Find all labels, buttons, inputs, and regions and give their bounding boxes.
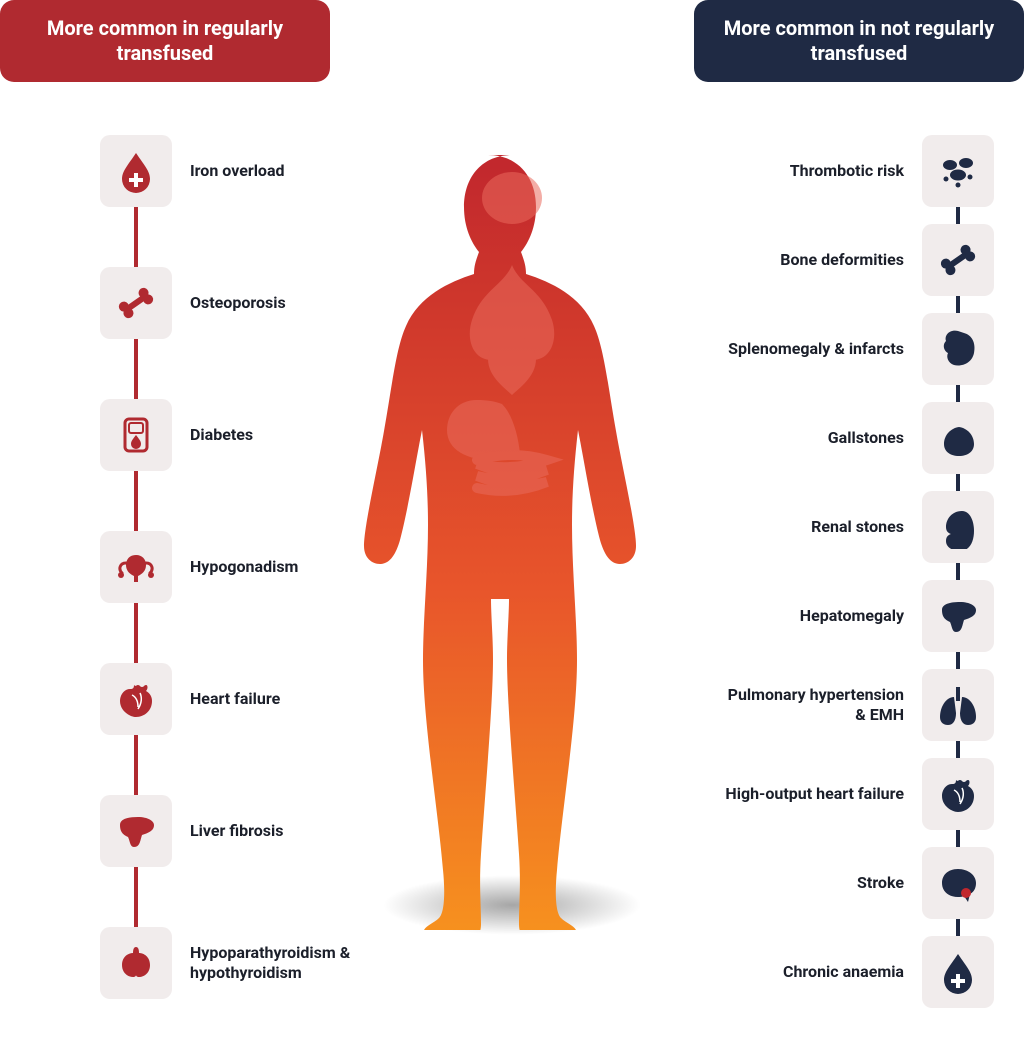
- list-item: Hypogonadism: [100, 531, 420, 603]
- list-item: High-output heart failure: [674, 758, 994, 830]
- item-label: Splenomegaly & infarcts: [728, 339, 904, 359]
- blood-drop-plus-icon: [100, 135, 172, 207]
- list-item: Diabetes: [100, 399, 420, 471]
- brain-clot-icon: [922, 847, 994, 919]
- blood-drop-plus-icon: [922, 936, 994, 1008]
- bone-icon: [922, 224, 994, 296]
- list-item: Heart failure: [100, 663, 420, 735]
- list-item: Hypoparathyroidism & hypothyroidism: [100, 927, 420, 999]
- heart-anatomy-icon: [922, 758, 994, 830]
- list-item: Liver fibrosis: [100, 795, 420, 867]
- item-label: Pulmonary hypertension & EMH: [724, 685, 904, 725]
- list-item: Bone deformities: [674, 224, 994, 296]
- left-column: Iron overload Osteoporosis Diabetes Hypogon…: [100, 135, 420, 999]
- list-item: Stroke: [674, 847, 994, 919]
- list-item: Pulmonary hypertension & EMH: [674, 669, 994, 741]
- item-label: High-output heart failure: [725, 784, 904, 804]
- item-label: Hypogonadism: [190, 557, 298, 577]
- list-item: Hepatomegaly: [674, 580, 994, 652]
- liver-icon: [922, 580, 994, 652]
- item-label: Heart failure: [190, 689, 280, 709]
- bone-icon: [100, 267, 172, 339]
- gallbladder-icon: [922, 402, 994, 474]
- item-label: Liver fibrosis: [190, 821, 283, 841]
- item-label: Diabetes: [190, 425, 253, 445]
- kidney-icon: [922, 491, 994, 563]
- list-item: Chronic anaemia: [674, 936, 994, 1008]
- thyroid-icon: [100, 927, 172, 999]
- item-label: Iron overload: [190, 161, 285, 181]
- item-label: Renal stones: [811, 517, 904, 537]
- item-label: Gallstones: [828, 428, 904, 448]
- item-label: Bone deformities: [780, 250, 904, 270]
- liver-icon: [100, 795, 172, 867]
- item-label: Osteoporosis: [190, 293, 286, 313]
- glucose-meter-icon: [100, 399, 172, 471]
- item-label: Chronic anaemia: [783, 962, 904, 982]
- list-item: Renal stones: [674, 491, 994, 563]
- item-label: Stroke: [857, 873, 904, 893]
- right-header: More common in not regularly transfused: [694, 0, 1024, 82]
- list-item: Gallstones: [674, 402, 994, 474]
- lungs-icon: [922, 669, 994, 741]
- list-item: Thrombotic risk: [674, 135, 994, 207]
- list-item: Osteoporosis: [100, 267, 420, 339]
- heart-anatomy-icon: [100, 663, 172, 735]
- blood-cells-icon: [922, 135, 994, 207]
- item-label: Hepatomegaly: [800, 606, 904, 626]
- spleen-icon: [922, 313, 994, 385]
- left-header: More common in regularly transfused: [0, 0, 330, 82]
- list-item: Iron overload: [100, 135, 420, 207]
- item-label: Hypoparathyroidism & hypothyroidism: [190, 943, 370, 983]
- list-item: Splenomegaly & infarcts: [674, 313, 994, 385]
- uterus-icon: [100, 531, 172, 603]
- item-label: Thrombotic risk: [790, 161, 904, 181]
- right-column: Thrombotic risk Bone deformities Splenomeg…: [674, 135, 994, 1008]
